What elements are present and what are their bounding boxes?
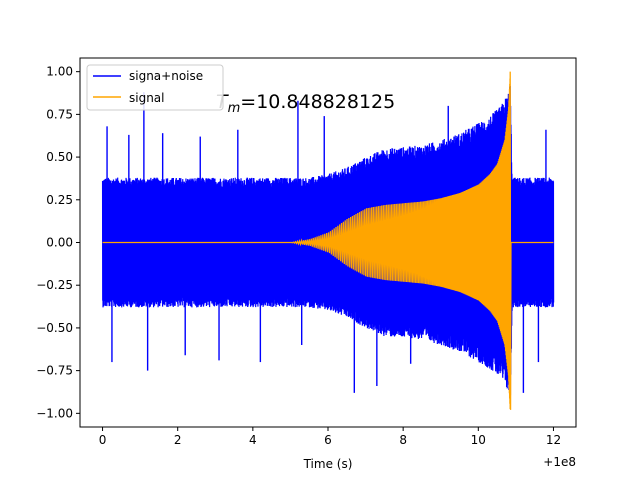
x-axis-offset: +1e8 (543, 455, 576, 469)
legend-label-signal: signal (129, 91, 165, 105)
x-tick-label: 12 (546, 433, 561, 447)
legend: signa+noise signal (86, 64, 224, 111)
x-tick-label: 6 (324, 433, 332, 447)
y-tick-label: 0.75 (46, 107, 73, 121)
x-tick-label: 10 (471, 433, 486, 447)
y-axis: 1.00 0.75 0.50 0.25 0.00 −0.25 −0.50 −0.75 −1.00 (36, 65, 80, 420)
merger-time-annotation: Tm=10.848828125 (216, 91, 395, 116)
annotation-value: =10.848828125 (240, 91, 395, 113)
legend-label-signa-noise: signa+noise (129, 69, 203, 83)
x-axis-label: Time (s) (303, 457, 353, 471)
y-tick-label: 0.00 (46, 236, 73, 250)
y-tick-label: 0.50 (46, 150, 73, 164)
plot-area (101, 71, 555, 410)
series-signal-line (102, 71, 554, 410)
y-tick-label: 0.25 (46, 193, 73, 207)
x-axis: 0 2 4 6 8 10 12 (99, 427, 561, 447)
y-tick-label: −0.75 (36, 364, 73, 378)
x-tick-label: 4 (249, 433, 257, 447)
annotation-sub: m (228, 101, 241, 116)
x-tick-label: 0 (99, 433, 107, 447)
y-tick-label: −1.00 (36, 406, 73, 420)
y-tick-label: −0.25 (36, 278, 73, 292)
x-tick-label: 8 (399, 433, 407, 447)
y-tick-label: −0.50 (36, 321, 73, 335)
y-tick-label: 1.00 (46, 65, 73, 79)
x-tick-label: 2 (174, 433, 182, 447)
